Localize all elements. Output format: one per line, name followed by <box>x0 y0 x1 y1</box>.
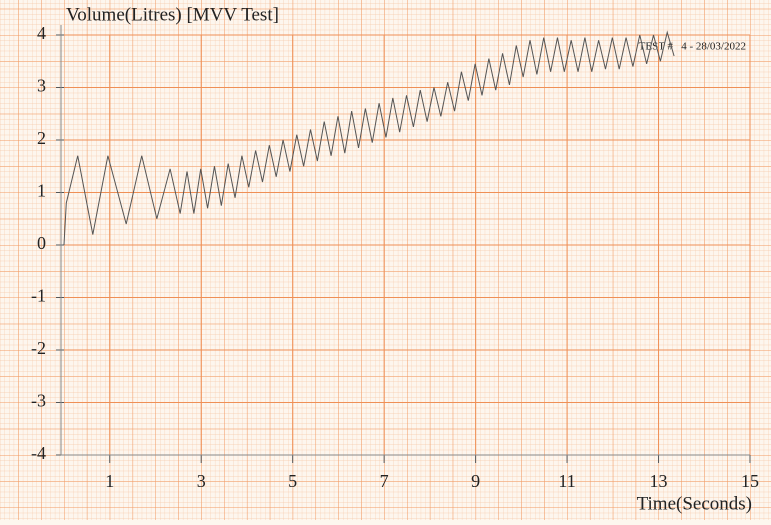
y-tick-label: 0 <box>37 233 46 253</box>
x-axis-label: Time(Seconds) <box>637 493 752 514</box>
y-tick-label: 4 <box>37 23 46 43</box>
x-tick-label: 13 <box>650 471 668 491</box>
chart-title: Volume(Litres) [MVV Test] <box>66 4 279 25</box>
x-tick-label: 11 <box>558 471 575 491</box>
x-tick-label: 9 <box>471 471 480 491</box>
y-tick-label: 3 <box>37 76 46 96</box>
x-tick-label: 1 <box>105 471 114 491</box>
annotation: TEST # 4 - 28/03/2022 <box>639 41 746 53</box>
y-tick-label: 2 <box>37 128 46 148</box>
y-tick-label: -3 <box>31 391 46 411</box>
y-tick-label: -2 <box>31 338 46 358</box>
y-tick-label: -1 <box>31 286 46 306</box>
x-tick-label: 5 <box>288 471 297 491</box>
y-tick-label: 1 <box>37 181 46 201</box>
series-line <box>63 30 675 246</box>
x-tick-label: 3 <box>197 471 206 491</box>
x-tick-label: 15 <box>741 471 759 491</box>
y-tick-label: -4 <box>31 443 46 463</box>
x-tick-label: 7 <box>380 471 389 491</box>
